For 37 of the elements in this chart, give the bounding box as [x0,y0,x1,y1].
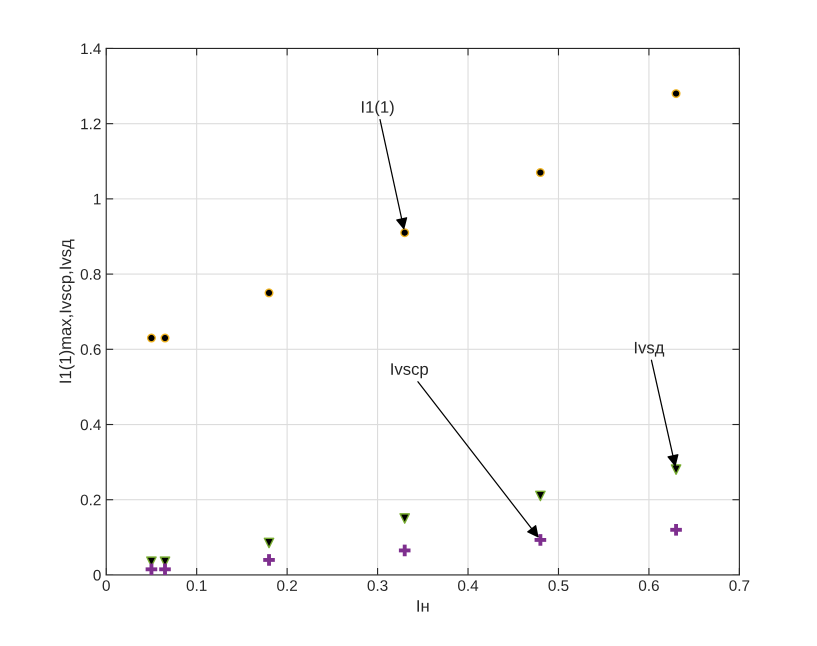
x-tick-label: 0.5 [548,580,568,592]
y-tick-label: 0.4 [80,419,101,430]
annotation: I1(1) [362,100,394,116]
annotation: Ivscp [391,363,428,378]
point [399,513,410,524]
point [536,168,545,178]
point [534,534,546,546]
point [672,89,681,98]
x-axis-title: Iн [417,600,429,612]
y-tick-label: 1.2 [81,118,101,130]
point [146,334,156,343]
point [264,288,274,298]
x-tick-label: 0.6 [638,580,659,592]
point [159,563,171,575]
point [535,490,546,502]
annotation: Ivsд [634,342,664,357]
point [400,228,410,238]
x-tick-label: 0.4 [458,580,478,592]
x-tick-label: 0.1 [186,580,207,592]
y-tick-label: 0.6 [80,344,101,355]
point [146,563,158,575]
x-tick-label: 0.7 [729,580,750,592]
x-tick-label: 0.3 [368,580,388,592]
point [263,554,275,566]
x-tick-label: 0.2 [277,580,297,592]
y-axis-title: I1(1)max,Ivscp,Ivsд [59,240,75,383]
x-tick-label: 0 [102,580,110,592]
y-tick-label: 1.4 [81,43,101,54]
point [160,334,170,343]
point [264,538,274,548]
y-tick-label: 0.2 [80,494,101,506]
y-tick-label: 0 [93,570,101,581]
point [670,524,682,536]
y-tick-label: 1 [94,194,101,204]
point [670,464,682,475]
y-tick-label: 0.8 [80,268,101,280]
point [398,544,411,556]
